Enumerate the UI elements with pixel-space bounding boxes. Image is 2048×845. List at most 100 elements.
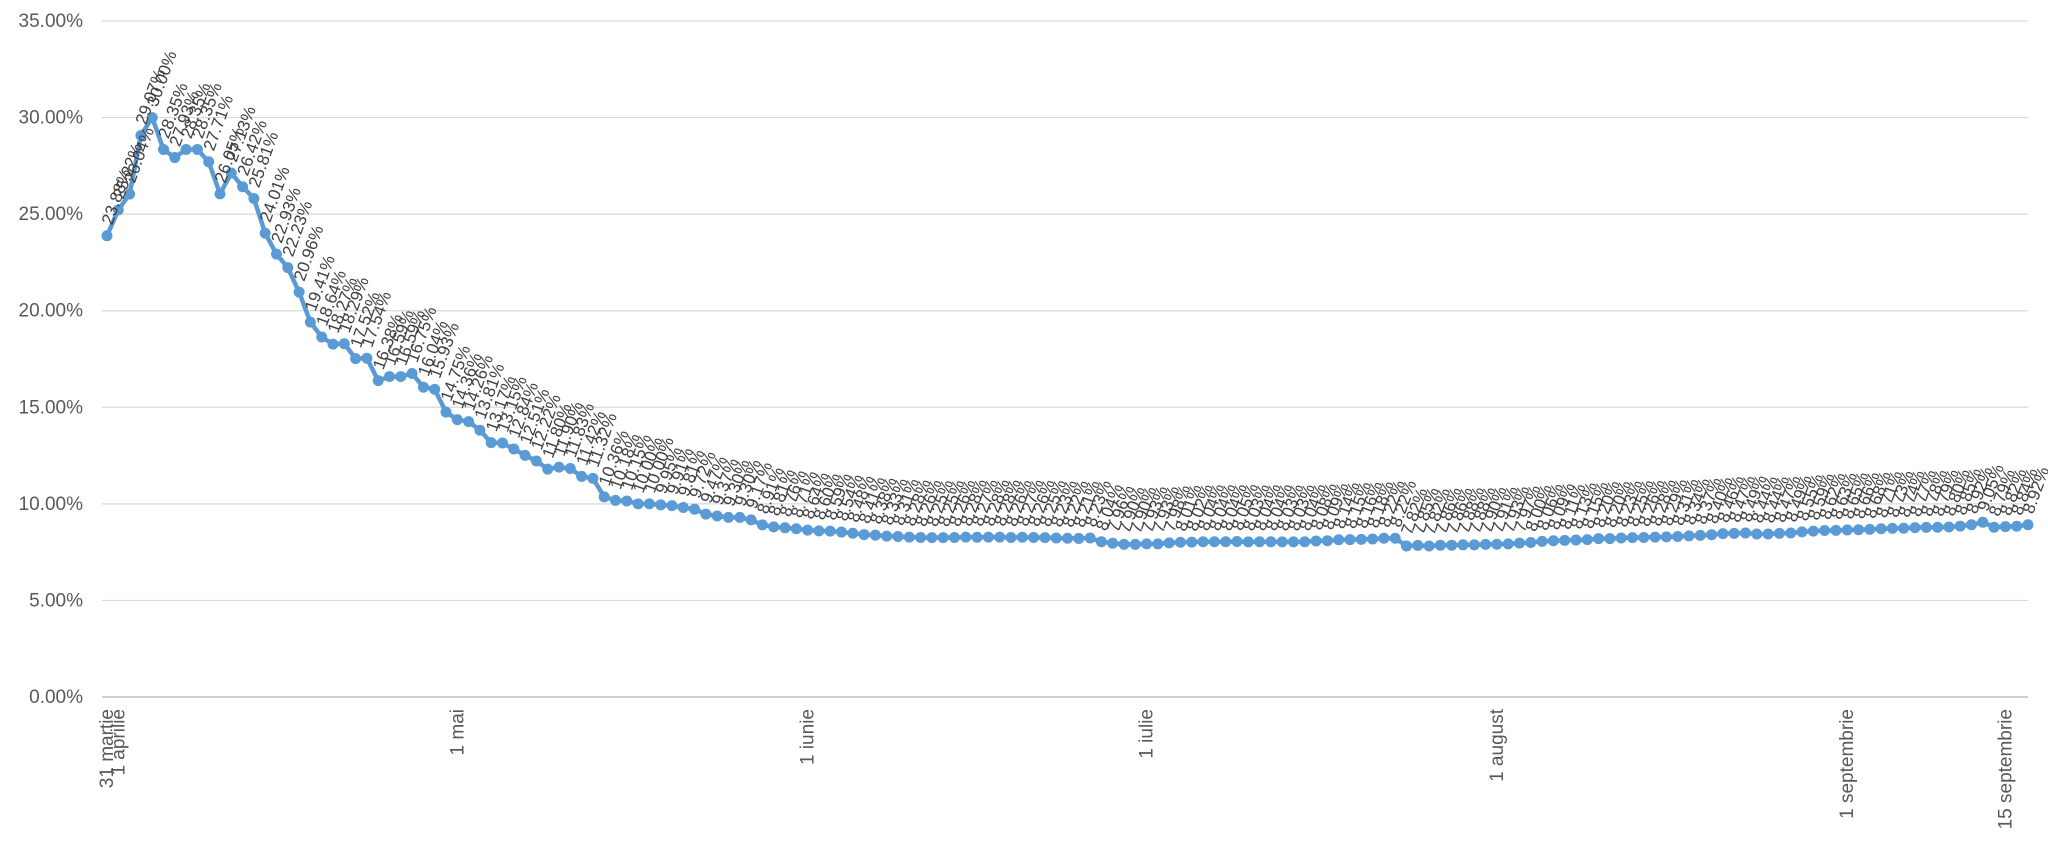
- data-point: [214, 188, 226, 200]
- data-point: [576, 470, 588, 482]
- y-axis: 0.00% 5.00% 10.00% 15.00% 20.00% 25.00% 30.00%…: [19, 11, 84, 708]
- data-point: [282, 262, 294, 274]
- data-point: [1039, 532, 1051, 544]
- data-point: [1841, 524, 1853, 536]
- data-point: [677, 502, 689, 514]
- data-point: [1853, 524, 1864, 536]
- data-point: [542, 463, 554, 475]
- data-point: [1943, 521, 1955, 533]
- data-point: [1694, 529, 1706, 541]
- data-labels: 23.88%25.22%26.04%29.07%30.00%28.35%27.9…: [98, 48, 2048, 537]
- data-point: [1593, 533, 1605, 545]
- data-point: [1604, 533, 1616, 545]
- data-point: [1717, 528, 1729, 540]
- data-point: [881, 530, 893, 542]
- data-point: [384, 371, 395, 383]
- data-point: [1740, 527, 1751, 539]
- data-point: [225, 167, 237, 179]
- data-point: [1434, 539, 1446, 551]
- y-tick-label: 0.00%: [29, 687, 83, 708]
- data-point: [1525, 536, 1537, 548]
- data-point: [1785, 527, 1797, 539]
- data-point: [191, 143, 203, 155]
- data-point: [1163, 537, 1175, 549]
- data-point: [1649, 531, 1661, 543]
- data-point: [858, 529, 870, 541]
- data-point: [666, 500, 678, 512]
- data-point: [903, 531, 915, 543]
- data-point: [180, 143, 192, 155]
- data-point: [1208, 536, 1220, 548]
- data-point: [1220, 536, 1232, 548]
- data-point: [1898, 522, 1910, 534]
- data-point: [937, 532, 949, 544]
- data-point: [723, 511, 734, 523]
- data-point: [790, 523, 802, 535]
- data-point: [1446, 539, 1458, 551]
- data-point: [497, 437, 508, 449]
- data-point: [1095, 536, 1107, 548]
- data-point: [756, 519, 768, 531]
- data-point: [1050, 532, 1062, 544]
- data-point: [869, 529, 881, 541]
- data-point: [429, 383, 441, 395]
- data-point: [1581, 534, 1593, 546]
- y-tick-label: 20.00%: [19, 301, 84, 322]
- data-point: [689, 503, 701, 515]
- data-point: [1175, 536, 1186, 548]
- data-point: [915, 531, 927, 543]
- data-point: [1457, 539, 1469, 551]
- data-point: [745, 514, 757, 526]
- y-tick-label: 15.00%: [19, 397, 84, 418]
- x-tick-label: 1 aprilie: [108, 709, 129, 776]
- data-point: [474, 424, 486, 436]
- data-point: [971, 531, 983, 543]
- data-point: [463, 416, 475, 428]
- data-point: [1683, 530, 1695, 542]
- data-point: [643, 498, 655, 510]
- data-point: [338, 338, 350, 350]
- data-point: [1864, 523, 1876, 535]
- data-points: [101, 112, 2034, 552]
- data-point: [994, 531, 1006, 543]
- data-point: [587, 472, 599, 484]
- data-point: [1570, 534, 1582, 546]
- data-point: [1773, 527, 1785, 539]
- data-point: [451, 414, 463, 426]
- data-point: [1480, 538, 1492, 550]
- data-point: [417, 381, 429, 393]
- data-point: [259, 227, 271, 239]
- data-point: [1401, 540, 1412, 552]
- data-point: [1186, 536, 1198, 548]
- data-point: [1875, 523, 1887, 535]
- data-point: [779, 522, 791, 534]
- data-point: [237, 181, 249, 193]
- data-point: [271, 248, 282, 260]
- data-point: [1796, 526, 1808, 538]
- data-point: [1197, 536, 1209, 548]
- data-point: [1265, 536, 1277, 548]
- data-point: [1412, 539, 1424, 551]
- data-point: [1016, 531, 1028, 543]
- gridlines: [102, 20, 2028, 698]
- data-point: [802, 524, 814, 536]
- data-point: [1355, 533, 1367, 545]
- data-point: [1242, 536, 1254, 548]
- data-point: [350, 353, 362, 365]
- data-point: [700, 508, 712, 520]
- data-point: [293, 286, 305, 298]
- data-point: [1615, 532, 1627, 544]
- data-point: [768, 521, 780, 533]
- data-point: [1819, 525, 1831, 537]
- data-point: [1954, 520, 1966, 532]
- data-point: [1660, 531, 1672, 543]
- data-point: [519, 449, 531, 461]
- data-point: [1977, 516, 1989, 528]
- data-point: [508, 443, 520, 455]
- data-point: [1333, 534, 1345, 546]
- data-point: [1107, 537, 1119, 549]
- data-point: [2011, 520, 2023, 532]
- data-point: [553, 461, 565, 473]
- data-point: [949, 531, 960, 543]
